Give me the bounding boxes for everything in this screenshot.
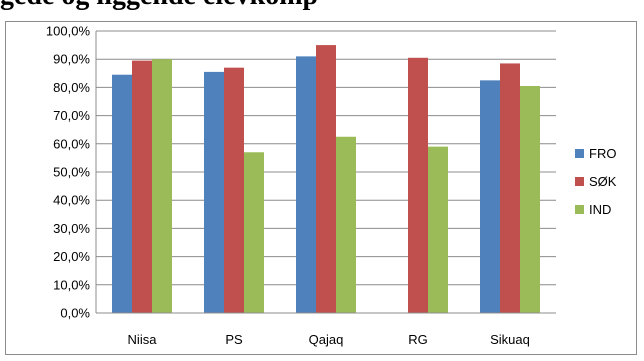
bar-sikuaq-søk: [500, 63, 520, 314]
x-tick-label: Niisa: [128, 332, 158, 347]
bar-qajaq-søk: [316, 45, 336, 313]
legend-swatch: [575, 205, 584, 214]
x-axis-tick-labels: Niisa PS Qajaq RG Sikuaq: [128, 332, 530, 347]
x-tick-label: RG: [408, 332, 428, 347]
y-tick-label: 90,0%: [53, 52, 90, 67]
bars: [112, 45, 540, 314]
bar-qajaq-ind: [336, 136, 356, 313]
y-tick-label: 80,0%: [53, 80, 90, 95]
legend-label: FRO: [589, 146, 616, 161]
y-tick-label: 50,0%: [53, 165, 90, 180]
y-tick-label: 60,0%: [53, 136, 90, 151]
page-title: gede og liggende elevkomp: [0, 0, 318, 12]
y-tick-label: 70,0%: [53, 108, 90, 123]
bar-sikuaq-fro: [480, 80, 500, 313]
bar-sikuaq-ind: [520, 85, 540, 314]
bar-ps-ind: [244, 152, 264, 313]
bar-qajaq-fro: [296, 56, 316, 313]
y-tick-label: 10,0%: [53, 277, 90, 292]
x-axis: [95, 31, 556, 314]
y-tick-label: 0,0%: [60, 306, 90, 321]
bar-niisa-søk: [132, 60, 152, 313]
bar-rg-ind: [428, 146, 448, 313]
y-tick-label: 40,0%: [53, 193, 90, 208]
x-tick-label: PS: [225, 332, 243, 347]
y-tick-label: 20,0%: [53, 249, 90, 264]
x-tick-label: Sikuaq: [490, 332, 530, 347]
legend-swatch: [575, 149, 584, 158]
bar-ps-fro: [204, 71, 224, 313]
y-tick-label: 30,0%: [53, 221, 90, 236]
legend-swatch: [575, 177, 584, 186]
bar-niisa-ind: [152, 59, 172, 314]
y-axis-tick-labels: 0,0% 10,0% 20,0% 30,0% 40,0% 50,0% 60,0% 70,0% 8…: [46, 24, 91, 321]
legend-label: IND: [589, 202, 611, 217]
bar-niisa-fro: [112, 74, 132, 314]
legend-label: SØK: [589, 174, 617, 189]
x-tick-label: Qajaq: [309, 332, 344, 347]
y-tick-label: 100,0%: [46, 24, 91, 39]
bar-ps-søk: [224, 67, 244, 313]
bar-rg-søk: [408, 57, 428, 313]
legend: FRO SØK IND: [575, 146, 617, 217]
